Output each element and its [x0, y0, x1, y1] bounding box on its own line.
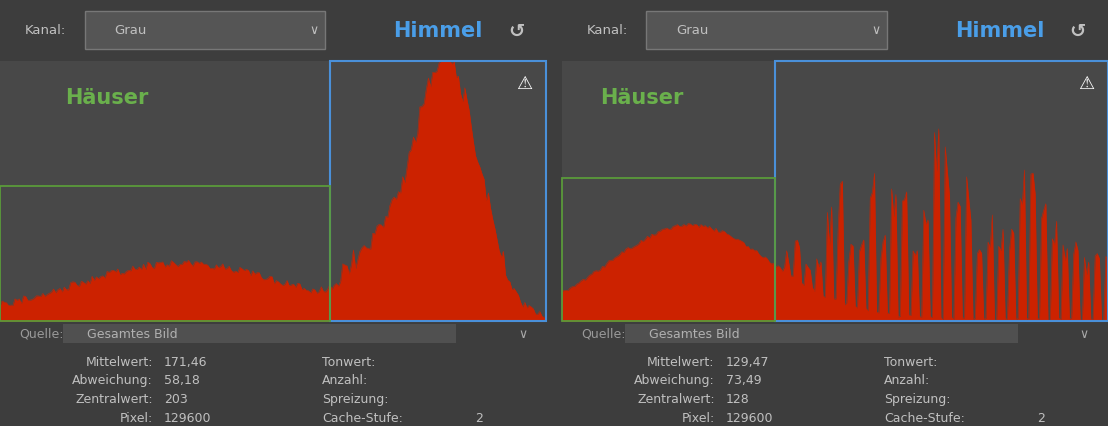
Text: 2: 2 — [1037, 411, 1045, 423]
Text: Kanal:: Kanal: — [24, 24, 65, 37]
Text: Quelle:: Quelle: — [581, 327, 625, 340]
Bar — [562, 179, 774, 322]
Text: ∨: ∨ — [519, 327, 527, 340]
Text: Abweichung:: Abweichung: — [634, 373, 715, 386]
Text: ⚠: ⚠ — [1078, 75, 1095, 93]
Text: Himmel: Himmel — [393, 21, 483, 41]
Text: ∨: ∨ — [1080, 327, 1089, 340]
Text: Häuser: Häuser — [601, 88, 684, 108]
Bar — [0, 187, 330, 322]
Text: 128: 128 — [726, 392, 749, 405]
Bar — [625, 324, 1018, 343]
Text: Häuser: Häuser — [65, 88, 148, 108]
Text: 171,46: 171,46 — [164, 355, 207, 368]
Text: Anzahl:: Anzahl: — [884, 373, 931, 386]
Text: Gesamtes Bild: Gesamtes Bild — [649, 327, 740, 340]
Text: Kanal:: Kanal: — [586, 24, 627, 37]
Text: Mittelwert:: Mittelwert: — [647, 355, 715, 368]
Text: Cache-Stufe:: Cache-Stufe: — [884, 411, 965, 423]
Text: Tonwert:: Tonwert: — [322, 355, 376, 368]
Text: 129,47: 129,47 — [726, 355, 769, 368]
Text: 129600: 129600 — [164, 411, 212, 423]
Bar — [84, 12, 325, 49]
Text: Pixel:: Pixel: — [681, 411, 715, 423]
Text: 2: 2 — [475, 411, 483, 423]
Text: Himmel: Himmel — [955, 21, 1045, 41]
Text: Grau: Grau — [677, 24, 709, 37]
Text: 58,18: 58,18 — [164, 373, 199, 386]
Text: Zentralwert:: Zentralwert: — [75, 392, 153, 405]
Text: 203: 203 — [164, 392, 187, 405]
Text: Cache-Stufe:: Cache-Stufe: — [322, 411, 403, 423]
Text: 73,49: 73,49 — [726, 373, 761, 386]
Text: ↺: ↺ — [1069, 21, 1086, 40]
Bar — [646, 12, 886, 49]
Bar — [774, 62, 1108, 322]
Text: Pixel:: Pixel: — [120, 411, 153, 423]
Bar — [330, 62, 546, 322]
Text: Spreizung:: Spreizung: — [884, 392, 951, 405]
Text: ∨: ∨ — [871, 24, 881, 37]
Text: ↺: ↺ — [507, 21, 524, 40]
Text: Spreizung:: Spreizung: — [322, 392, 389, 405]
Text: ∨: ∨ — [309, 24, 319, 37]
Bar — [63, 324, 456, 343]
Text: Abweichung:: Abweichung: — [72, 373, 153, 386]
Text: Zentralwert:: Zentralwert: — [637, 392, 715, 405]
Text: ⚠: ⚠ — [516, 75, 533, 93]
Text: Quelle:: Quelle: — [19, 327, 63, 340]
Text: Grau: Grau — [115, 24, 147, 37]
Text: Tonwert:: Tonwert: — [884, 355, 937, 368]
Text: 129600: 129600 — [726, 411, 773, 423]
Text: Gesamtes Bild: Gesamtes Bild — [88, 327, 178, 340]
Text: Anzahl:: Anzahl: — [322, 373, 369, 386]
Text: Mittelwert:: Mittelwert: — [85, 355, 153, 368]
